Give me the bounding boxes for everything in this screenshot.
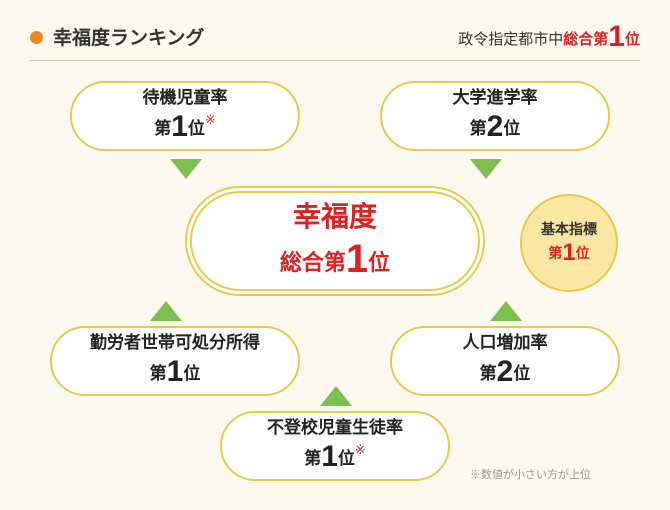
node-mid-right: 人口増加率 第2位 [390, 326, 620, 396]
subtitle-prefix: 政令指定都市中 [458, 31, 563, 48]
arrow-icon [490, 301, 522, 321]
node-mid-left: 勤労者世帯可処分所得 第1位 [50, 326, 300, 396]
node-rank: 第1位 [150, 353, 201, 391]
node-center: 幸福度 総合第1位 [190, 191, 480, 291]
node-rank: 第2位 [470, 108, 521, 146]
circle-label: 基本指標 [541, 219, 597, 239]
node-top-left: 待機児童率 第1位※ [70, 81, 300, 151]
node-rank: 総合第1位 [280, 234, 390, 284]
node-rank: 第2位 [480, 353, 531, 391]
node-label: 幸福度 [293, 199, 377, 234]
header: 幸福度ランキング 政令指定都市中総合第1位 [0, 0, 670, 60]
diagram-canvas: 待機児童率 第1位※ 大学進学率 第2位 幸福度 総合第1位 基本指標 第1位 … [0, 61, 670, 491]
circle-rank: 第1位 [548, 239, 589, 267]
footnote: ※数値が小さい方が上位 [470, 466, 591, 482]
node-label: 勤労者世帯可処分所得 [90, 332, 260, 353]
node-label: 大学進学率 [453, 87, 538, 108]
subtitle-num: 1 [608, 20, 625, 53]
node-circle: 基本指標 第1位 [520, 194, 618, 292]
subtitle-suffix: 位 [625, 31, 640, 48]
page-title: 幸福度ランキング [53, 23, 204, 50]
arrow-icon [150, 301, 182, 321]
subtitle: 政令指定都市中総合第1位 [458, 20, 640, 54]
arrow-icon [320, 386, 352, 406]
arrow-icon [470, 159, 502, 179]
node-label: 人口増加率 [463, 332, 548, 353]
node-label: 待機児童率 [143, 87, 228, 108]
node-bottom: 不登校児童生徒率 第1位※ [220, 411, 450, 481]
arrow-icon [170, 159, 202, 179]
bullet-icon [30, 31, 43, 44]
node-top-right: 大学進学率 第2位 [380, 81, 610, 151]
node-rank: 第1位※ [154, 108, 216, 146]
node-rank: 第1位※ [304, 438, 366, 476]
subtitle-red: 総合第 [563, 31, 608, 48]
node-label: 不登校児童生徒率 [267, 417, 403, 438]
